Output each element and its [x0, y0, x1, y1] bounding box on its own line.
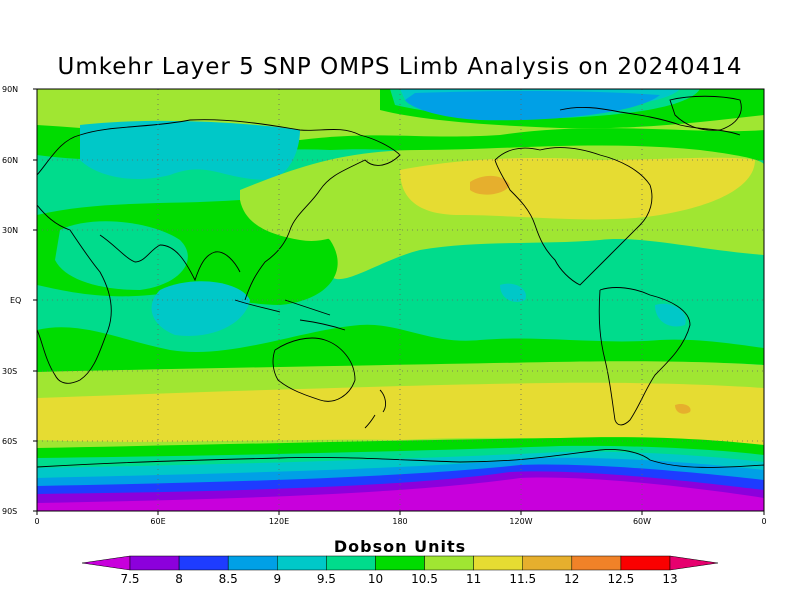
lon-label-60w: 60W — [632, 517, 652, 526]
map-title: Umkehr Layer 5 SNP OMPS Limb Analysis on… — [57, 54, 743, 80]
lat-label-60n: 60N — [2, 156, 19, 165]
indian-cyan — [151, 281, 250, 336]
colorbar-swatch — [571, 555, 622, 571]
colorbar-label: 10.5 — [411, 572, 438, 586]
south-yellow — [37, 382, 764, 445]
coastlines — [37, 95, 764, 468]
lon-label-0-west: 0 — [34, 517, 40, 526]
colorbar-swatch — [522, 555, 573, 571]
greenland-coast — [669, 95, 742, 131]
npacific-orange — [470, 175, 510, 195]
lon-label-60e: 60E — [150, 517, 166, 526]
arctic-blue — [405, 90, 660, 121]
arctic-islands — [559, 106, 741, 136]
colorbar-label: 8 — [175, 572, 183, 586]
colorbar-label: 11 — [465, 572, 482, 586]
colorbar-label: 11.5 — [509, 572, 537, 586]
colorbar-swatch — [473, 555, 523, 571]
antarctica-coast — [37, 449, 764, 468]
colorbar-label: 8.5 — [218, 572, 238, 586]
colorbar-title: Dobson Units — [333, 537, 467, 556]
australia-coast — [272, 337, 356, 402]
lat-label-60s: 60S — [2, 437, 18, 446]
colorbar-label: 7.5 — [120, 572, 140, 586]
contour-field — [37, 89, 764, 511]
colorbar-label: 12.5 — [607, 572, 635, 586]
lat-label-30n: 30N — [2, 226, 19, 235]
colorbar-swatch — [178, 555, 229, 571]
south-orange-spot — [675, 403, 691, 414]
colorbar-swatch — [326, 555, 376, 571]
tropics-cyan-spot — [500, 283, 526, 302]
colorbar — [81, 555, 719, 571]
colorbar-label: 9 — [273, 572, 282, 586]
eurasia-cyan — [80, 120, 300, 180]
samerica-coast — [598, 287, 691, 426]
lon-label-0-east: 0 — [761, 517, 767, 526]
colorbar-swatch — [227, 555, 278, 571]
africa-coast — [37, 204, 112, 384]
india-coast — [99, 234, 241, 282]
lon-label-180: 180 — [392, 517, 408, 526]
lon-label-120w: 120W — [509, 517, 533, 526]
lat-label-30s: 30S — [2, 367, 18, 376]
indonesia-coast — [234, 299, 346, 331]
colorbar-swatch — [277, 555, 327, 571]
lon-label-120e: 120E — [268, 517, 290, 526]
colorbar-swatch — [129, 555, 180, 571]
lat-label-90n: 90N — [2, 85, 19, 94]
tropics-green-west — [37, 324, 764, 380]
namerica-coast — [494, 147, 653, 286]
colorbar-swatch — [375, 555, 425, 571]
lat-label-90s: 90S — [2, 507, 18, 516]
indian-teal — [55, 221, 188, 290]
colorbar-label: 10 — [367, 572, 384, 586]
npacific-yellow — [400, 157, 755, 220]
colorbar-label: 9.5 — [316, 572, 336, 586]
colorbar-swatch — [424, 555, 474, 571]
ant-purple — [37, 477, 764, 511]
newzealand-coast — [364, 389, 387, 429]
tropics-cyan-spot2 — [655, 303, 686, 327]
colorbar-swatch — [620, 555, 671, 571]
tick-marks — [33, 88, 765, 515]
asia-lime — [240, 186, 370, 241]
colorbar-arrow-low — [81, 555, 131, 571]
colorbar-label: 12 — [564, 572, 580, 586]
gridlines — [37, 89, 764, 511]
colorbar-label: 13 — [662, 572, 678, 586]
colorbar-arrow-high — [669, 555, 719, 571]
lat-label-eq: EQ — [10, 296, 22, 305]
eurasia-coast — [37, 119, 401, 301]
